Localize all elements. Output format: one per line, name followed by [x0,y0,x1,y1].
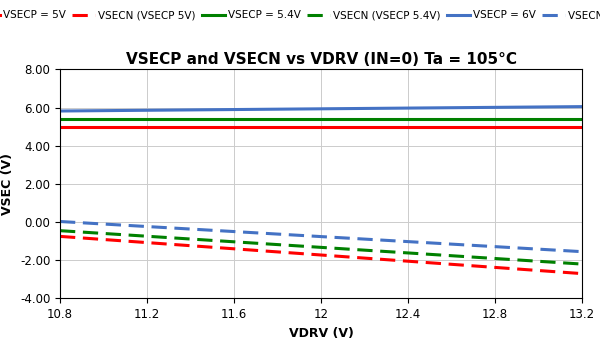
VSECP = 5.4V [365,117,373,121]
VSECP = 5.4V [367,117,374,121]
VSECP = 5V [376,125,383,129]
VSECN (VSECP 5V) [376,257,383,261]
VSECP = 6V [58,109,65,113]
VSECP = 5.4V [56,117,64,121]
VSECN (VSECP 5.4V) [530,259,537,263]
VSECP = 5V [578,125,586,129]
VSECN (VSECP 5.4V) [367,248,374,253]
VSECP = 5V [56,125,64,129]
VSECP = 5V [365,125,373,129]
Y-axis label: VSEC (V): VSEC (V) [1,153,14,215]
VSECP = 5.4V [376,117,383,121]
VSECP = 5.4V [578,117,586,121]
VSECN (VSECP 6V) [578,249,586,254]
VSECN (VSECP 5V) [530,268,537,272]
VSECP = 5.4V [58,117,65,121]
VSECP = 6V [376,106,383,110]
Title: VSECP and VSECN vs VDRV (IN=0) Ta = 105°C: VSECP and VSECN vs VDRV (IN=0) Ta = 105°… [125,52,517,67]
VSECN (VSECP 5.4V) [56,229,64,233]
Line: VSECP = 6V: VSECP = 6V [60,107,582,111]
VSECN (VSECP 5V) [367,256,374,261]
VSECN (VSECP 6V) [530,247,537,251]
VSECP = 5V [58,125,65,129]
VSECN (VSECP 5.4V) [58,229,65,233]
VSECN (VSECP 5V) [365,256,373,261]
VSECP = 5V [496,125,503,129]
VSECP = 6V [496,105,503,109]
VSECN (VSECP 5V) [58,235,65,239]
VSECP = 5.4V [496,117,503,121]
VSECP = 6V [578,104,586,109]
Line: VSECN (VSECP 5.4V): VSECN (VSECP 5.4V) [60,231,582,264]
VSECP = 5V [367,125,374,129]
VSECN (VSECP 5V) [578,271,586,276]
VSECN (VSECP 5.4V) [365,248,373,253]
VSECN (VSECP 5V) [496,266,503,270]
VSECP = 5V [530,125,537,129]
VSECN (VSECP 5.4V) [496,257,503,261]
VSECP = 6V [56,109,64,113]
VSECP = 5.4V [530,117,537,121]
VSECN (VSECP 5V) [56,234,64,238]
X-axis label: VDRV (V): VDRV (V) [289,327,353,340]
VSECN (VSECP 6V) [496,245,503,249]
VSECN (VSECP 5.4V) [376,249,383,253]
VSECN (VSECP 6V) [376,238,383,242]
Line: VSECN (VSECP 6V): VSECN (VSECP 6V) [60,221,582,252]
VSECP = 6V [367,106,374,110]
VSECN (VSECP 6V) [56,219,64,223]
VSECN (VSECP 6V) [58,220,65,224]
VSECN (VSECP 6V) [365,237,373,242]
VSECN (VSECP 5.4V) [578,262,586,266]
Legend: VSECP = 5V, VSECN (VSECP 5V), VSECP = 5.4V, VSECN (VSECP 5.4V), VSECP = 6V, VSEC: VSECP = 5V, VSECN (VSECP 5V), VSECP = 5.… [0,10,600,20]
VSECP = 6V [530,105,537,109]
Line: VSECN (VSECP 5V): VSECN (VSECP 5V) [60,236,582,273]
VSECP = 6V [365,106,373,110]
VSECN (VSECP 6V) [367,237,374,242]
